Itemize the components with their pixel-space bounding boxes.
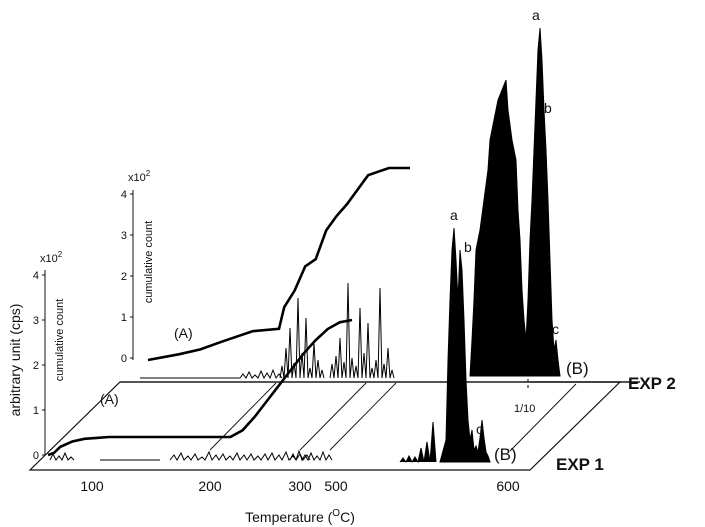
x-axis: 100 200 300 500 600 xyxy=(80,478,520,494)
exp1-cum-axis-title: cumulative count xyxy=(54,299,66,382)
exp1-emission-noise xyxy=(49,449,333,462)
exp1-panel-label: EXP 1 xyxy=(556,455,604,474)
exp2-cum-tick-label: 1 xyxy=(121,312,127,324)
exp1-peak-b: b xyxy=(464,239,472,255)
exp2-emission-noise xyxy=(140,282,395,380)
exp1-series-label-a: (A) xyxy=(100,391,119,407)
exp2-peak-a: a xyxy=(532,7,540,23)
exp1-peak-c: c xyxy=(476,421,483,437)
exp1-peak-a: a xyxy=(450,207,458,223)
exp2-cum-multiplier: x102 xyxy=(128,169,151,184)
exp1-spectrum-label: (B) xyxy=(494,445,517,464)
exp1-cum-tick-label: 0 xyxy=(33,450,39,462)
x-tick-label: 200 xyxy=(198,478,222,494)
exp2-panel-label: EXP 2 xyxy=(628,374,676,393)
exp2-spectrum-label: (B) xyxy=(566,359,589,378)
exp2-series-label-a: (A) xyxy=(174,325,193,341)
exp1-cum-axis: 0 1 2 3 4 x102 cumulative count xyxy=(33,250,66,462)
perspective-guides xyxy=(209,382,577,452)
x-tick-label: 600 xyxy=(496,478,520,494)
exp2-scale-note: 1/10 xyxy=(514,403,535,415)
exp1-cum-tick-label: 3 xyxy=(33,315,39,327)
exp2-cum-tick-label: 3 xyxy=(121,230,127,242)
exp2-peak-b: b xyxy=(544,100,552,116)
exp2-cum-tick-label: 4 xyxy=(121,189,127,201)
x-tick-label: 500 xyxy=(324,478,348,494)
exp2-peak-c: c xyxy=(552,321,559,337)
exp2-cum-axis: 0 1 2 3 4 x102 cumulative count xyxy=(121,169,155,365)
exp2-cum-axis-title: cumulative count xyxy=(143,221,155,304)
exp2-cumulative-line xyxy=(147,166,410,362)
x-tick-label: 100 xyxy=(80,478,104,494)
exp2-cum-tick-label: 2 xyxy=(121,271,127,283)
exp2-spectrum-B xyxy=(469,27,561,377)
exp1-cum-tick-label: 2 xyxy=(33,360,39,372)
y-axis-title: arbitrary unit (cps) xyxy=(7,304,23,417)
exp1-cum-tick-label: 4 xyxy=(33,270,39,282)
exp2-cum-tick-label: 0 xyxy=(121,353,127,365)
exp1-cum-tick-label: 1 xyxy=(33,405,39,417)
exp1-cumulative-line xyxy=(47,318,353,457)
x-axis-title: Temperature (OC) xyxy=(245,508,355,525)
x-tick-label: 300 xyxy=(288,478,312,494)
exp1-cum-multiplier: x102 xyxy=(40,250,63,265)
exp1-spectrum-B xyxy=(399,227,491,464)
